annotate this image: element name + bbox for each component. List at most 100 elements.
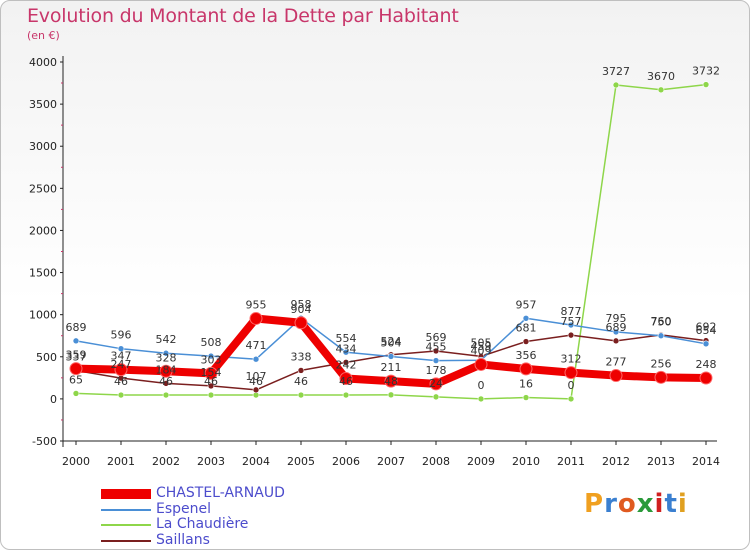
data-point xyxy=(384,374,398,388)
data-point xyxy=(387,353,395,360)
data-point xyxy=(339,372,353,386)
logo-letter: i xyxy=(654,489,665,519)
data-label: 471 xyxy=(246,339,267,352)
data-point xyxy=(204,366,218,380)
data-point xyxy=(72,337,80,345)
data-point xyxy=(249,311,263,325)
data-label: 3727 xyxy=(602,65,630,78)
data-label: 154 xyxy=(201,366,222,379)
data-label: 596 xyxy=(111,329,132,342)
data-point xyxy=(117,391,125,399)
data-point xyxy=(474,357,488,371)
legend-label: CHASTEL-ARNAUD xyxy=(156,485,285,501)
data-point xyxy=(297,391,305,399)
data-label: 681 xyxy=(516,322,537,335)
data-label: 3670 xyxy=(647,70,675,83)
logo-letter: r xyxy=(604,489,618,519)
data-point xyxy=(207,391,215,399)
data-point xyxy=(564,366,578,380)
data-label: 689 xyxy=(66,321,87,334)
data-label: 757 xyxy=(561,315,582,328)
data-label: 409 xyxy=(471,344,492,357)
data-point xyxy=(612,328,620,336)
chart-title: Evolution du Montant de la Dette par Hab… xyxy=(27,5,459,27)
data-label: 455 xyxy=(426,341,447,354)
x-tick-label: 2009 xyxy=(467,455,495,468)
data-label: 46 xyxy=(204,375,218,388)
data-label: 247 xyxy=(111,358,132,371)
data-point xyxy=(522,394,530,401)
y-tick-label: 500 xyxy=(36,351,57,364)
data-label: 877 xyxy=(561,305,582,318)
data-point xyxy=(429,377,443,391)
data-point xyxy=(387,391,395,399)
data-point xyxy=(432,347,440,355)
data-label: 46 xyxy=(249,375,263,388)
logo-letter: x xyxy=(636,489,655,519)
data-label: 46 xyxy=(114,375,128,388)
data-label: 248 xyxy=(696,358,717,371)
data-point xyxy=(612,81,620,89)
chart-subtitle: (en €) xyxy=(27,29,60,42)
data-point xyxy=(567,331,575,339)
x-tick-label: 2007 xyxy=(377,455,405,468)
data-label: 957 xyxy=(516,298,537,311)
data-label: 505 xyxy=(471,336,492,349)
data-label: 46 xyxy=(339,375,353,388)
data-point xyxy=(162,349,170,357)
data-point xyxy=(159,364,173,378)
data-label: 65 xyxy=(69,373,83,386)
data-point xyxy=(252,386,260,394)
data-point xyxy=(207,382,215,390)
data-point xyxy=(342,391,350,399)
data-label: 760 xyxy=(651,315,672,328)
y-tick-label: 3500 xyxy=(29,98,57,111)
data-label: 211 xyxy=(381,361,402,374)
data-label: 24 xyxy=(429,377,443,390)
y-tick-label: 1000 xyxy=(29,309,57,322)
data-point xyxy=(162,391,170,399)
data-point xyxy=(69,362,83,376)
legend-label: Saillans xyxy=(156,532,210,548)
y-tick-label: -500 xyxy=(32,435,57,448)
y-tick-label: 1500 xyxy=(29,267,57,280)
data-label: 338 xyxy=(291,350,312,363)
data-point xyxy=(657,332,665,340)
y-tick-label: 3000 xyxy=(29,140,57,153)
legend-label: Espenel xyxy=(156,501,212,517)
data-label: 508 xyxy=(201,336,222,349)
data-label: 3732 xyxy=(692,65,720,78)
data-label: 459 xyxy=(471,340,492,353)
data-point xyxy=(567,321,575,329)
data-label: 347 xyxy=(111,350,132,363)
y-tick-label: 0 xyxy=(50,393,57,406)
data-label: 434 xyxy=(336,342,357,355)
data-point xyxy=(117,345,125,352)
x-tick-label: 2012 xyxy=(602,455,630,468)
data-label: 904 xyxy=(291,303,312,316)
data-point xyxy=(519,362,533,376)
data-point xyxy=(654,370,668,384)
data-label: 750 xyxy=(651,316,672,329)
data-label: 0 xyxy=(478,379,485,392)
data-label: 337 xyxy=(66,351,87,364)
data-point xyxy=(567,395,575,403)
x-tick-label: 2002 xyxy=(152,455,180,468)
legend-swatch xyxy=(101,524,151,526)
x-tick-label: 2008 xyxy=(422,455,450,468)
data-point xyxy=(294,316,308,330)
data-label: 178 xyxy=(426,364,447,377)
data-label: 554 xyxy=(336,332,357,345)
legend-swatch xyxy=(101,540,151,542)
data-label: 46 xyxy=(159,375,173,388)
data-label: 277 xyxy=(606,356,627,369)
x-tick-label: 2013 xyxy=(647,455,675,468)
data-label: 303 xyxy=(201,353,222,366)
data-label: 955 xyxy=(246,298,267,311)
data-label: 542 xyxy=(156,333,177,346)
x-tick-label: 2001 xyxy=(107,455,135,468)
data-label: 16 xyxy=(519,378,533,391)
x-tick-label: 2014 xyxy=(692,455,720,468)
data-point xyxy=(162,380,170,387)
